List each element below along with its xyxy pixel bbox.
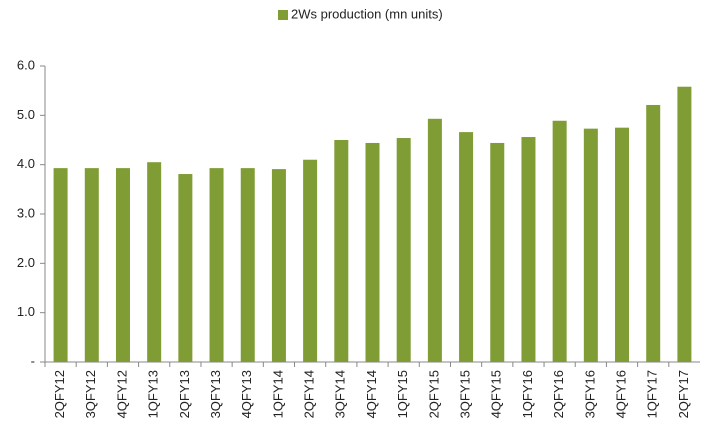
bar — [677, 86, 692, 362]
x-tick-label: 2QFY16 — [551, 370, 566, 418]
bar — [459, 132, 474, 362]
bar — [552, 120, 567, 362]
bar — [365, 142, 380, 362]
x-tick-label: 4QFY13 — [239, 370, 254, 418]
y-tick-label: 6.0 — [17, 57, 35, 72]
x-tick-label: 1QFY17 — [645, 370, 660, 418]
x-tick-label: 2QFY13 — [177, 370, 192, 418]
bar — [521, 137, 536, 362]
bar — [209, 168, 224, 362]
x-tick-label: 2QFY14 — [302, 370, 317, 418]
y-tick-label: 2.0 — [17, 255, 35, 270]
x-tick-label: 2QFY12 — [52, 370, 67, 418]
x-tick-label: 3QFY14 — [333, 370, 348, 418]
y-tick-label: 5.0 — [17, 107, 35, 122]
bar — [583, 128, 598, 362]
legend-swatch — [278, 10, 288, 20]
x-tick-label: 4QFY16 — [613, 370, 628, 418]
bar — [646, 104, 661, 363]
x-tick-label: 1QFY14 — [270, 370, 285, 418]
y-tick-label: - — [31, 353, 35, 368]
bar — [334, 140, 349, 362]
bar — [84, 168, 99, 362]
x-tick-label: 3QFY13 — [208, 370, 223, 418]
legend-label: 2Ws production (mn units) — [291, 6, 443, 21]
x-tick-label: 4QFY14 — [364, 370, 379, 418]
x-tick-label: 1QFY16 — [520, 370, 535, 418]
bar — [490, 142, 505, 362]
bar — [396, 138, 411, 362]
x-tick-label: 3QFY15 — [458, 370, 473, 418]
x-tick-label: 2QFY17 — [676, 370, 691, 418]
bar — [115, 168, 130, 362]
y-tick-label: 1.0 — [17, 304, 35, 319]
bar — [303, 159, 318, 362]
x-tick-label: 4QFY12 — [114, 370, 129, 418]
bar — [178, 174, 193, 362]
bar — [427, 118, 442, 362]
x-tick-label: 3QFY12 — [83, 370, 98, 418]
y-tick-label: 4.0 — [17, 156, 35, 171]
bar — [615, 127, 630, 363]
bar — [271, 169, 286, 362]
x-tick-label: 3QFY16 — [582, 370, 597, 418]
x-tick-label: 4QFY15 — [489, 370, 504, 418]
x-tick-label: 1QFY15 — [395, 370, 410, 418]
x-tick-label: 1QFY13 — [146, 370, 161, 418]
x-tick-label: 2QFY15 — [426, 370, 441, 418]
bar — [240, 168, 255, 362]
bar — [53, 168, 68, 362]
bar — [147, 162, 162, 362]
y-tick-label: 3.0 — [17, 205, 35, 220]
